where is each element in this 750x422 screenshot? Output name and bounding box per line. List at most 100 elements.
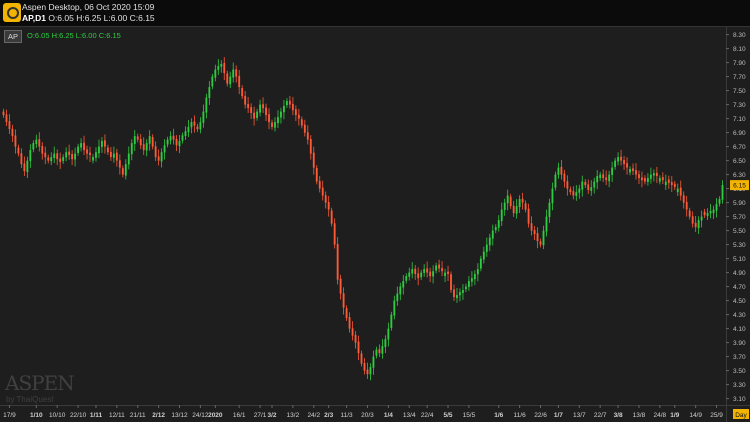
candle-body [599, 174, 602, 179]
candle-body [670, 182, 673, 186]
candle-body [697, 220, 700, 229]
x-tick-label: 13/12 [171, 412, 188, 419]
candle-body [303, 124, 306, 133]
candle-body [372, 356, 375, 368]
candle-body [473, 274, 476, 280]
candle-body [133, 136, 136, 145]
candle-body [357, 341, 360, 354]
candle-body [205, 97, 208, 113]
candle-body [297, 114, 300, 119]
candle-body [208, 87, 211, 98]
candle-body [89, 152, 91, 155]
candle-body [17, 147, 20, 154]
candle-body [56, 153, 59, 160]
candle-body [65, 152, 68, 158]
candle-body [390, 314, 393, 328]
x-tick-label: 3/8 [614, 412, 623, 419]
candle-body [527, 208, 530, 224]
y-tick-label: 5.90 [733, 200, 746, 207]
candle-body [479, 258, 482, 269]
candle-body [68, 151, 71, 155]
candle-body [658, 178, 661, 182]
candle-body [554, 174, 557, 188]
y-tick-label: 7.90 [733, 60, 746, 67]
y-tick-label: 7.70 [733, 74, 746, 81]
candle-body [491, 230, 494, 239]
candle-body [563, 173, 566, 182]
candle-body [339, 278, 342, 294]
candle-body [145, 143, 148, 151]
y-tick-label: 5.10 [733, 256, 746, 263]
candle-body [11, 128, 14, 137]
candle-body [172, 135, 175, 140]
candle-body [453, 289, 455, 298]
candle-body [336, 243, 339, 280]
x-tick-label: 10/10 [49, 412, 66, 419]
candle-body [250, 107, 253, 113]
candle-body [229, 76, 232, 85]
candle-body [181, 135, 184, 141]
candle-body [381, 346, 384, 354]
legend-ohlc-values: O:6.05 H:6.25 L:6.00 C:6.15 [27, 31, 121, 40]
candle-body [196, 126, 199, 130]
candle-body [184, 131, 187, 137]
candle-body [500, 209, 503, 222]
candle-body [575, 192, 578, 196]
candle-body [411, 269, 414, 274]
y-tick-label: 5.70 [733, 214, 746, 221]
x-tick-label: 2020 [208, 412, 223, 419]
candle-body [77, 146, 80, 153]
aspen-logo-icon[interactable] [3, 3, 21, 22]
candle-body [53, 153, 56, 159]
candle-body [593, 181, 596, 188]
candle-body [136, 136, 139, 140]
candle-body [235, 69, 238, 77]
candle-body [709, 211, 712, 214]
candle-body [405, 276, 408, 281]
candle-body [521, 198, 524, 203]
candle-body [315, 167, 318, 182]
candle-body [35, 139, 38, 145]
candle-body [721, 185, 724, 200]
candle-body [20, 153, 23, 165]
candle-body [265, 107, 267, 116]
x-tick-label: 22/7 [594, 412, 607, 419]
candle-body [217, 66, 220, 70]
candle-body [44, 152, 47, 158]
candle-body [620, 156, 622, 161]
candle-body [635, 170, 637, 175]
x-tick-label: 11/6 [514, 412, 527, 419]
candle-body [515, 206, 518, 214]
candle-body [641, 177, 643, 181]
y-tick-label: 7.50 [733, 88, 746, 95]
candle-body [121, 168, 124, 175]
candle-body [617, 157, 620, 162]
candle-body [706, 213, 709, 217]
candle-body [387, 328, 390, 340]
candle-body [163, 145, 166, 153]
candle-body [539, 241, 542, 245]
candle-body [253, 112, 256, 119]
candle-body [124, 164, 127, 176]
y-tick-label: 3.90 [733, 340, 746, 347]
candle-body [712, 209, 715, 214]
y-tick-label: 6.50 [733, 158, 746, 165]
candle-body [623, 159, 625, 165]
legend-symbol-badge[interactable]: AP [4, 30, 23, 43]
candle-body [545, 216, 548, 232]
candle-body [611, 167, 614, 175]
candle-body [685, 201, 688, 210]
y-tick-label: 4.50 [733, 298, 746, 305]
candle-body [351, 328, 354, 336]
candle-body [459, 292, 461, 296]
candle-body [438, 264, 441, 269]
candle-body [199, 122, 202, 130]
candle-body [476, 269, 479, 275]
candle-body [327, 201, 330, 210]
candle-body [435, 265, 438, 271]
candle-body [462, 290, 464, 293]
candle-body [629, 169, 631, 173]
candle-body [644, 178, 646, 182]
x-tick-label: 2/3 [324, 412, 333, 419]
